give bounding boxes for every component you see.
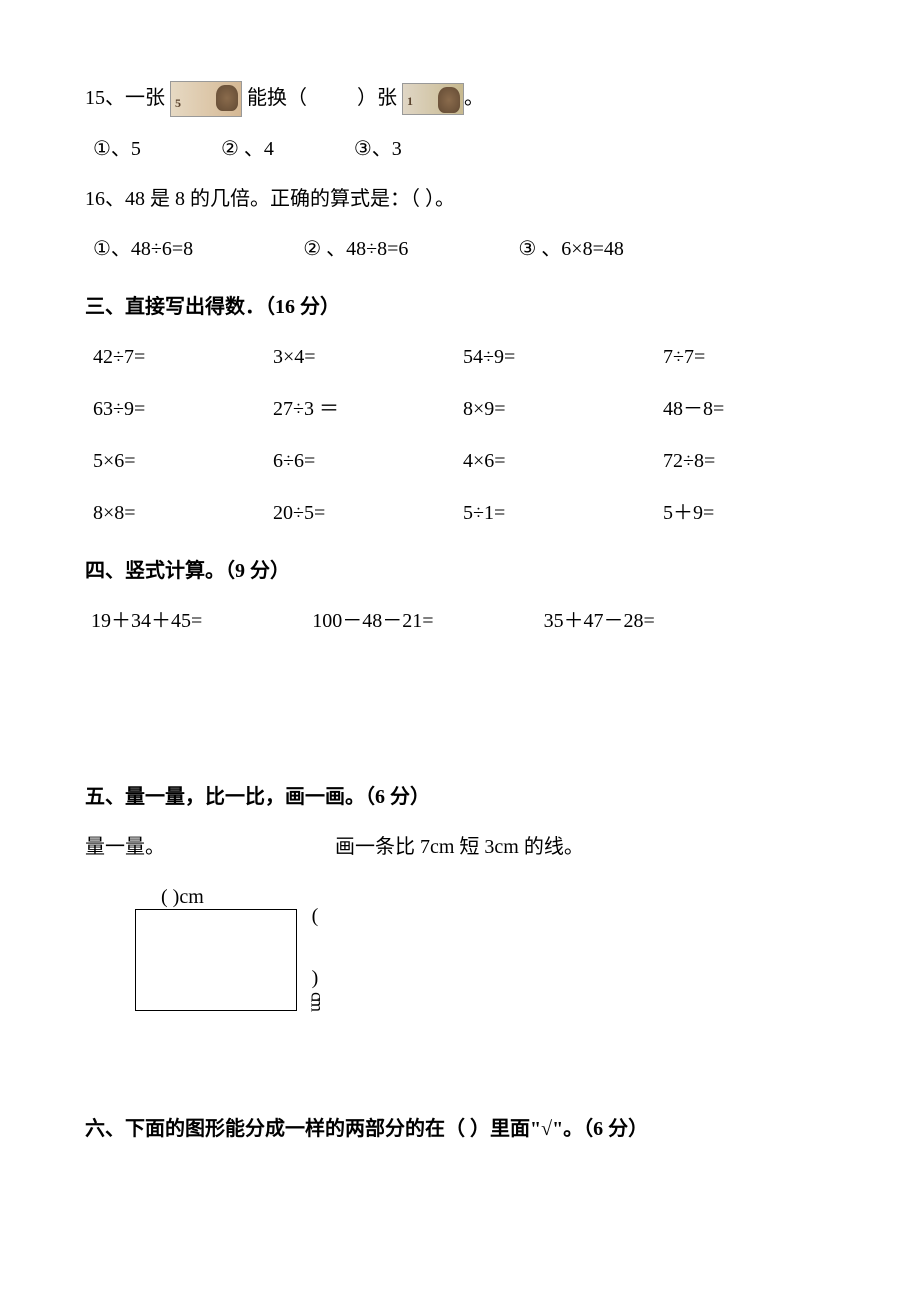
q15-options: ①、5 ② 、4 ③、3 [93,131,835,167]
banknote-1-icon: 1 [402,83,464,115]
section3-grid: 42÷7= 3×4= 54÷9= 7÷7= 63÷9= 27÷3 ＝ 8×9= … [93,339,835,531]
banknote-5-icon: 5 [170,81,242,117]
cm-label: cm [305,992,328,1010]
q16-options: ①、48÷6=8 ② 、48÷8=6 ③ 、6×8=48 [93,231,835,267]
calc-problem: 63÷9= [93,391,273,427]
calc-problem: 54÷9= [463,339,663,375]
section5-labels: 量一量。 画一条比 7cm 短 3cm 的线。 [85,829,835,865]
q15-option-3: ③、3 [354,131,402,167]
calc-problem: 72÷8= [663,443,823,479]
calc-problem: 4×6= [463,443,663,479]
section3-title: 三、直接写出得数．（16 分） [85,289,835,325]
section5-right-label: 画一条比 7cm 短 3cm 的线。 [335,829,584,865]
measure-rectangle [135,909,297,1011]
question-16: 16、48 是 8 的几倍。正确的算式是：（ ）。 [85,181,835,217]
vert-problem: 100－48－21= [312,603,433,639]
section6-title: 六、下面的图形能分成一样的两部分的在（ ）里面"√"。（6 分） [85,1111,835,1147]
q15-option-1: ①、5 [93,131,141,167]
section5-title: 五、量一量，比一比，画一画。（6 分） [85,779,835,815]
calc-problem: 5÷1= [463,495,663,531]
q16-option-1: ①、48÷6=8 [93,231,193,267]
calc-problem: 27÷3 ＝ [273,391,463,427]
calc-problem: 8×9= [463,391,663,427]
q15-option-2: ② 、4 [221,131,274,167]
measure-diagram: ( )cm ( ) cm [135,879,835,1029]
calc-problem: 3×4= [273,339,463,375]
q15-number: 15、 [85,87,125,109]
calc-problem: 5＋9= [663,495,823,531]
calc-problem: 20÷5= [273,495,463,531]
section4-row: 19＋34＋45= 100－48－21= 35＋47－28= [91,603,835,639]
q16-option-3: ③ 、6×8=48 [518,231,624,267]
calc-problem: 48－8= [663,391,823,427]
calc-problem: 42÷7= [93,339,273,375]
q16-option-2: ② 、48÷8=6 [303,231,408,267]
question-15: 15、一张 5 能换（ ）张 1 。 [85,80,835,117]
calc-problem: 5×6= [93,443,273,479]
q15-text2: 能换（ [247,87,307,109]
vert-problem: 19＋34＋45= [91,603,202,639]
calc-problem: 7÷7= [663,339,823,375]
measure-right-blank: ( ) cm [305,903,325,1017]
q16-number: 16、 [85,188,125,210]
q15-text1: 一张 [125,87,165,109]
calc-problem: 6÷6= [273,443,463,479]
q16-text: 48 是 8 的几倍。正确的算式是：（ ）。 [125,188,455,210]
q15-text4: 。 [464,87,484,109]
section4-title: 四、竖式计算。（9 分） [85,553,835,589]
calc-problem: 8×8= [93,495,273,531]
section5-left-label: 量一量。 [85,829,335,865]
q15-text3: ）张 [357,87,397,109]
vert-problem: 35＋47－28= [544,603,655,639]
